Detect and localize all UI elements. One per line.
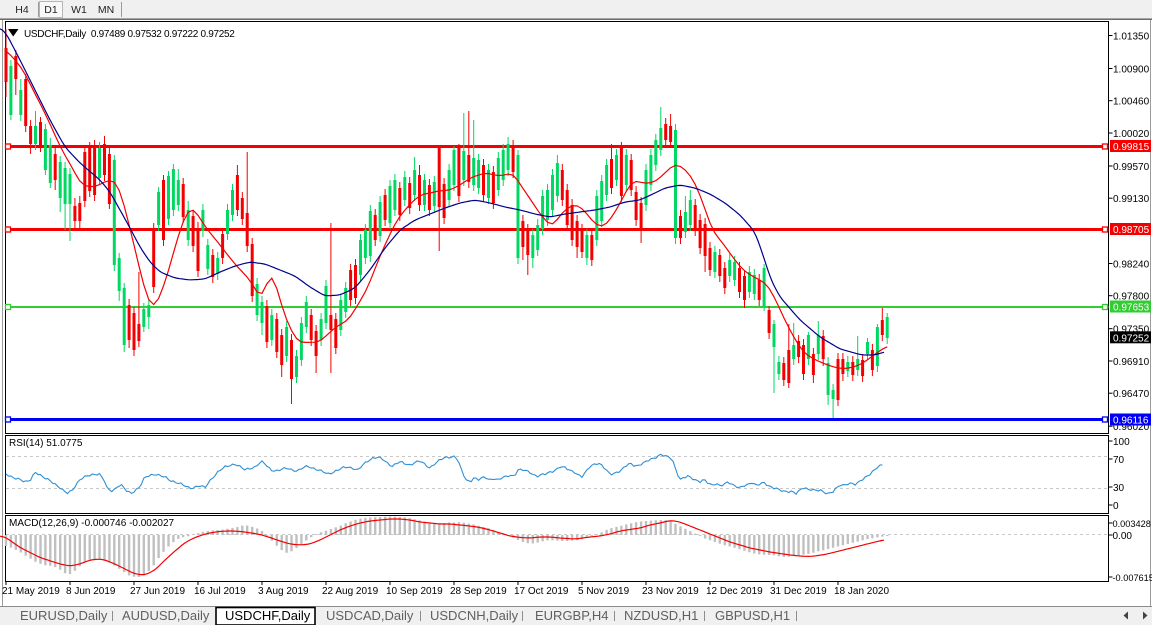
svg-text:18 Jan 2020: 18 Jan 2020 (834, 586, 889, 597)
svg-text:10 Sep 2019: 10 Sep 2019 (386, 586, 443, 597)
svg-text:0.97252: 0.97252 (1113, 334, 1150, 345)
svg-text:H4: H4 (15, 4, 29, 16)
svg-text:31 Dec 2019: 31 Dec 2019 (770, 586, 827, 597)
svg-text:8 Jun 2019: 8 Jun 2019 (66, 586, 116, 597)
svg-text:0.003428: 0.003428 (1113, 519, 1151, 529)
svg-text:-0.007615: -0.007615 (1113, 573, 1152, 583)
svg-text:USDCAD,Daily: USDCAD,Daily (326, 608, 414, 623)
svg-text:USDCHF,Daily 0.97489 0.97532: USDCHF,Daily 0.97489 0.97532 0.97222 0.9… (24, 29, 235, 40)
svg-text:0.98240: 0.98240 (1113, 260, 1150, 271)
svg-text:5 Nov 2019: 5 Nov 2019 (578, 586, 630, 597)
svg-text:1.00020: 1.00020 (1113, 129, 1150, 140)
svg-text:70: 70 (1113, 455, 1125, 466)
svg-text:100: 100 (1113, 437, 1130, 448)
svg-text:0.96470: 0.96470 (1113, 389, 1150, 400)
svg-text:0.00: 0.00 (1113, 531, 1133, 542)
svg-text:22 Aug 2019: 22 Aug 2019 (322, 586, 379, 597)
svg-text:28 Sep 2019: 28 Sep 2019 (450, 586, 507, 597)
svg-text:0.98705: 0.98705 (1113, 225, 1150, 236)
svg-text:USDCNH,Daily: USDCNH,Daily (430, 608, 519, 623)
svg-text:1.01350: 1.01350 (1113, 32, 1150, 43)
svg-text:17 Oct 2019: 17 Oct 2019 (514, 586, 569, 597)
svg-text:GBPUSD,H1: GBPUSD,H1 (715, 608, 790, 623)
svg-text:0.99130: 0.99130 (1113, 194, 1150, 205)
svg-text:MACD(12,26,9) -0.000746 -0.002: MACD(12,26,9) -0.000746 -0.002027 (9, 518, 175, 529)
svg-text:RSI(14) 51.0775: RSI(14) 51.0775 (9, 438, 83, 449)
svg-text:NZDUSD,H1: NZDUSD,H1 (624, 608, 698, 623)
svg-text:EURGBP,H4: EURGBP,H4 (535, 608, 608, 623)
svg-text:0.99815: 0.99815 (1113, 142, 1150, 153)
svg-text:3 Aug 2019: 3 Aug 2019 (258, 586, 309, 597)
svg-text:0.96020: 0.96020 (1113, 422, 1150, 433)
svg-text:USDCHF,Daily: USDCHF,Daily (225, 608, 311, 623)
svg-text:16 Jul 2019: 16 Jul 2019 (194, 586, 246, 597)
svg-text:0.99570: 0.99570 (1113, 162, 1150, 173)
svg-text:EURUSD,Daily: EURUSD,Daily (20, 608, 108, 623)
svg-text:27 Jun 2019: 27 Jun 2019 (130, 586, 185, 597)
svg-text:0.97653: 0.97653 (1113, 303, 1150, 314)
svg-text:MN: MN (98, 4, 114, 16)
svg-text:30: 30 (1113, 483, 1125, 494)
svg-text:0.97350: 0.97350 (1113, 325, 1150, 336)
svg-text:D1: D1 (44, 4, 58, 16)
svg-text:0.96116: 0.96116 (1113, 416, 1149, 427)
svg-text:W1: W1 (71, 4, 87, 16)
svg-text:12 Dec 2019: 12 Dec 2019 (706, 586, 763, 597)
svg-text:1.00900: 1.00900 (1113, 65, 1150, 76)
svg-text:0.96910: 0.96910 (1113, 357, 1150, 368)
svg-text:0: 0 (1113, 501, 1119, 512)
svg-text:23 Nov 2019: 23 Nov 2019 (642, 586, 699, 597)
svg-text:1.00460: 1.00460 (1113, 97, 1150, 108)
svg-text:0.97800: 0.97800 (1113, 292, 1150, 303)
svg-text:AUDUSD,Daily: AUDUSD,Daily (122, 608, 210, 623)
svg-text:21 May 2019: 21 May 2019 (2, 586, 60, 597)
